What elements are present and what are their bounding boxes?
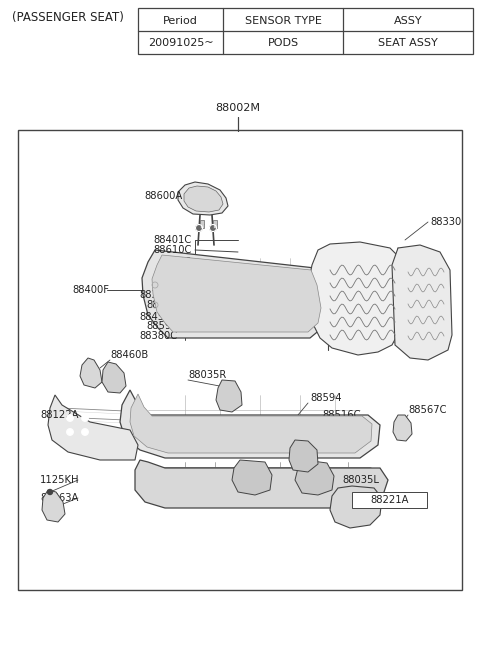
Text: 88610: 88610 bbox=[160, 257, 192, 267]
Circle shape bbox=[67, 415, 73, 422]
Polygon shape bbox=[152, 255, 321, 332]
Polygon shape bbox=[80, 358, 102, 388]
Polygon shape bbox=[213, 220, 217, 228]
Text: PODS: PODS bbox=[267, 39, 299, 48]
Text: 88563A: 88563A bbox=[40, 493, 78, 503]
Text: 88035R: 88035R bbox=[188, 370, 226, 380]
Text: 88330: 88330 bbox=[147, 300, 178, 310]
Polygon shape bbox=[130, 394, 372, 453]
Text: 88594: 88594 bbox=[146, 321, 178, 331]
Polygon shape bbox=[48, 395, 138, 460]
Text: Period: Period bbox=[163, 16, 198, 26]
Text: 88380C: 88380C bbox=[140, 331, 178, 341]
Polygon shape bbox=[232, 460, 272, 495]
Text: 88035L: 88035L bbox=[342, 475, 379, 485]
Bar bbox=[138, 8, 473, 54]
Circle shape bbox=[48, 489, 52, 495]
Text: SENSOR TYPE: SENSOR TYPE bbox=[245, 16, 322, 26]
Text: ASSY: ASSY bbox=[394, 16, 422, 26]
Text: 88390A: 88390A bbox=[140, 290, 178, 300]
Text: 88600A: 88600A bbox=[145, 191, 183, 201]
Text: 88567C: 88567C bbox=[408, 405, 446, 415]
Text: 88330: 88330 bbox=[430, 217, 461, 227]
Polygon shape bbox=[308, 242, 405, 355]
Text: 88594: 88594 bbox=[310, 393, 341, 403]
Text: 20091025~: 20091025~ bbox=[148, 39, 213, 48]
Text: 88122A: 88122A bbox=[40, 410, 79, 420]
Bar bbox=[352, 492, 427, 508]
Polygon shape bbox=[200, 220, 204, 228]
Bar bbox=[18, 130, 462, 590]
Text: 88610C: 88610C bbox=[154, 245, 192, 255]
Text: 1125KH: 1125KH bbox=[40, 475, 80, 485]
Text: 88400F: 88400F bbox=[72, 285, 109, 295]
Circle shape bbox=[209, 225, 216, 231]
Polygon shape bbox=[184, 186, 223, 212]
Text: 88460B: 88460B bbox=[110, 350, 148, 360]
Polygon shape bbox=[330, 486, 382, 528]
Polygon shape bbox=[393, 415, 412, 441]
Text: (PASSENGER SEAT): (PASSENGER SEAT) bbox=[12, 12, 124, 24]
Text: 88516C: 88516C bbox=[322, 410, 360, 420]
Text: 88287: 88287 bbox=[140, 425, 171, 435]
Polygon shape bbox=[178, 182, 228, 215]
Text: 88221A: 88221A bbox=[355, 493, 394, 503]
Polygon shape bbox=[142, 250, 326, 338]
Text: 88002M: 88002M bbox=[216, 103, 261, 113]
Circle shape bbox=[82, 428, 88, 436]
Text: SEAT ASSY: SEAT ASSY bbox=[378, 39, 438, 48]
Polygon shape bbox=[392, 245, 452, 360]
Polygon shape bbox=[216, 380, 242, 412]
Text: 88401C: 88401C bbox=[154, 235, 192, 245]
Polygon shape bbox=[295, 460, 334, 495]
Polygon shape bbox=[135, 460, 388, 508]
Circle shape bbox=[195, 225, 203, 231]
Text: 88450C: 88450C bbox=[140, 312, 178, 322]
Polygon shape bbox=[289, 440, 318, 472]
Polygon shape bbox=[120, 390, 380, 458]
Text: 88221A: 88221A bbox=[371, 495, 409, 505]
Polygon shape bbox=[102, 362, 126, 393]
Polygon shape bbox=[42, 490, 65, 522]
Circle shape bbox=[67, 428, 73, 436]
Circle shape bbox=[82, 415, 88, 422]
